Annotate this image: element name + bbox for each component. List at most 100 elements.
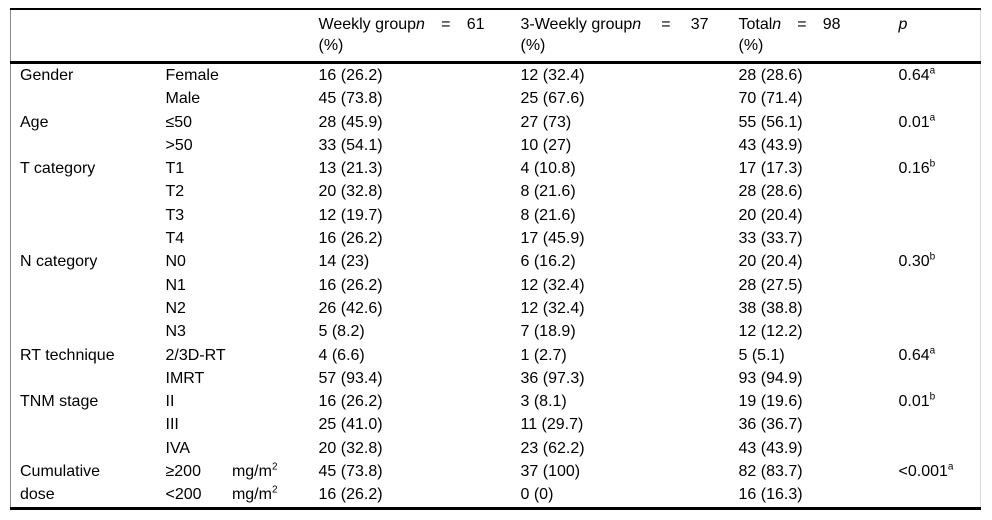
total-value: 43 (43.9) <box>738 136 803 154</box>
unit-base: mg/m <box>231 486 272 504</box>
category-cell: Age <box>11 111 166 134</box>
weekly-value-cell: 16 (26.2) <box>319 63 521 88</box>
three-weekly-value: 37 (100) <box>520 463 581 481</box>
weekly-value-cell: 25 (41.0) <box>319 413 521 436</box>
three-weekly-value-cell: 23 (62.2) <box>521 437 739 460</box>
weekly-value-cell: 12 (19.7) <box>319 204 521 227</box>
n-italic: n <box>772 16 782 33</box>
category-label: T category <box>20 160 96 178</box>
total-value-cell: 38 (38.8) <box>739 297 899 320</box>
p-italic: p <box>898 16 908 33</box>
sub-label-column-header <box>165 9 319 64</box>
sub-wrap: Male <box>166 90 201 107</box>
weekly-header-label: Weekly groupn <box>319 14 425 35</box>
subcategory-label: ≤50 <box>165 113 193 131</box>
p-value: <0.001 <box>898 463 948 481</box>
table-row: IMRT 57 (93.4) 36 (97.3) 93 (94.9) <box>11 367 981 390</box>
table-row: Age ≤50 28 (45.9) 27 (73) 55 (56.1) 0.01… <box>11 111 981 134</box>
weekly-value: 28 (45.9) <box>318 113 383 131</box>
three-weekly-value: 36 (97.3) <box>520 369 585 387</box>
three-weekly-value-cell: 12 (32.4) <box>521 297 739 320</box>
category-cell: T category <box>11 157 166 180</box>
table-row: dose <200 mg/m2 16 (26.2) 0 (0) 16 (16.3… <box>11 483 981 508</box>
p-footnote-superscript: b <box>929 252 936 264</box>
total-value: 12 (12.2) <box>738 323 803 341</box>
table-row: T3 12 (19.7) 8 (21.6) 20 (20.4) <box>11 204 981 227</box>
three-weekly-value: 12 (32.4) <box>520 276 585 294</box>
p-value-cell: 0.64a <box>899 344 981 367</box>
total-value-cell: 55 (56.1) <box>739 111 899 134</box>
weekly-value: 20 (32.8) <box>318 439 383 457</box>
table-row: RT technique 2/3D-RT 4 (6.6) 1 (2.7) 5 (… <box>11 344 981 367</box>
category-cell <box>11 367 166 390</box>
total-value-cell: 17 (17.3) <box>739 157 899 180</box>
weekly-value-cell: 45 (73.8) <box>319 87 521 110</box>
weekly-value: 20 (32.8) <box>318 183 383 201</box>
three-weekly-value-cell: 1 (2.7) <box>521 344 739 367</box>
weekly-value-cell: 45 (73.8) <box>319 460 521 483</box>
total-value: 20 (20.4) <box>738 206 803 224</box>
subcategory-label: II <box>165 393 175 411</box>
weekly-value-cell: 57 (93.4) <box>319 367 521 390</box>
total-value: 55 (56.1) <box>738 113 803 131</box>
sub-wrap: T2 <box>166 183 185 200</box>
p-footnote-superscript: a <box>929 345 936 357</box>
table-row: T2 20 (32.8) 8 (21.6) 28 (28.6) <box>11 180 981 203</box>
weekly-value: 16 (26.2) <box>318 486 383 504</box>
three-weekly-value: 23 (62.2) <box>520 439 585 457</box>
weekly-value-cell: 13 (21.3) <box>319 157 521 180</box>
three-weekly-value: 7 (18.9) <box>520 323 576 341</box>
subcategory-label: N1 <box>165 276 186 294</box>
table-row: N2 26 (42.6) 12 (32.4) 38 (38.8) <box>11 297 981 320</box>
three-weekly-value-cell: 3 (8.1) <box>521 390 739 413</box>
sub-wrap: ≥200 mg/m2 <box>166 460 278 483</box>
three-weekly-value: 25 (67.6) <box>520 90 585 108</box>
subcategory-label: Male <box>165 90 201 108</box>
header-row: Weekly groupn = 61 (%) 3-Weekly groupn =… <box>10 9 981 64</box>
three-weekly-value: 12 (32.4) <box>520 67 585 84</box>
subcategory-label: IMRT <box>165 369 205 387</box>
patient-characteristics-table-wrap: Weekly groupn = 61 (%) 3-Weekly groupn =… <box>10 8 981 510</box>
equals-sign: = <box>441 16 451 33</box>
category-label: Cumulative <box>20 463 101 481</box>
weekly-value: 12 (19.7) <box>318 206 383 224</box>
table-row: N3 5 (8.2) 7 (18.9) 12 (12.2) <box>11 320 981 343</box>
unit-superscript: 2 <box>271 485 278 497</box>
category-label: TNM stage <box>20 393 99 411</box>
subcategory-cell: III <box>166 413 319 436</box>
p-value-cell <box>899 367 981 390</box>
subcategory-label: T2 <box>165 183 185 201</box>
category-cell <box>11 204 166 227</box>
sub-wrap: T3 <box>166 207 185 224</box>
unit-superscript: 2 <box>271 461 278 473</box>
table-row: Gender Female 16 (26.2) 12 (32.4) 28 (28… <box>11 63 981 88</box>
three-weekly-value-cell: 37 (100) <box>521 460 739 483</box>
three-weekly-value: 10 (27) <box>520 136 572 154</box>
category-label: N category <box>20 253 98 271</box>
p-value-cell <box>899 134 981 157</box>
category-cell: dose <box>11 483 166 508</box>
weekly-n-count: 61 <box>466 16 485 33</box>
three-weekly-value-cell: 12 (32.4) <box>521 274 739 297</box>
total-value: 28 (28.6) <box>738 183 803 201</box>
three-weekly-value-cell: 8 (21.6) <box>521 204 739 227</box>
total-value-cell: 43 (43.9) <box>739 134 899 157</box>
sub-wrap: III <box>166 416 179 433</box>
category-label: Age <box>20 113 49 131</box>
sub-wrap: Female <box>166 67 219 84</box>
total-header-label: Totaln <box>739 14 782 35</box>
p-value-cell: 0.16b <box>899 157 981 180</box>
three-weekly-header-pct: (%) <box>520 37 546 54</box>
subcategory-label: IVA <box>165 439 191 457</box>
subcategory-label: N3 <box>165 323 186 341</box>
p-value-cell <box>899 274 981 297</box>
weekly-value: 26 (42.6) <box>318 299 383 317</box>
weekly-value: 45 (73.8) <box>318 463 383 481</box>
subcategory-cell: N2 <box>166 297 319 320</box>
subcategory-cell: ≥200 mg/m2 <box>166 460 319 483</box>
three-weekly-value: 1 (2.7) <box>520 346 567 364</box>
table-row: III 25 (41.0) 11 (29.7) 36 (36.7) <box>11 413 981 436</box>
category-cell <box>11 274 166 297</box>
category-cell: Gender <box>11 63 166 88</box>
weekly-value-cell: 5 (8.2) <box>319 320 521 343</box>
